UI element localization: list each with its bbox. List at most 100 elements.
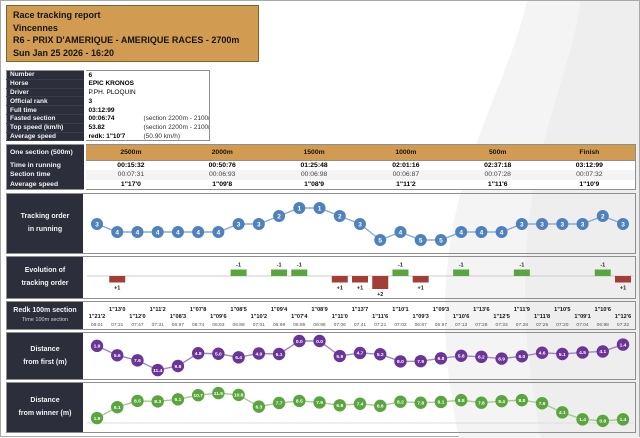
svg-text:5: 5 [439,237,443,244]
svg-text:4: 4 [115,229,119,236]
distance_from_first_m-point: 1.4 [616,338,630,351]
info-note [141,88,210,97]
svg-text:07:31: 07:31 [152,322,165,328]
distance_from_winner_m-point: 9.1 [171,393,185,406]
redk-value: 1"10'2 07:01 [251,314,267,328]
svg-text:4.5: 4.5 [579,350,586,356]
info-note [141,106,210,115]
svg-text:1"08'3: 1"08'3 [170,314,186,320]
svg-text:2: 2 [338,213,342,220]
race-datetime: Sun Jan 25 2026 - 16:20 [13,47,115,58]
tracking_order_in_running-point: 2 [333,210,346,222]
svg-text:07:28: 07:28 [475,322,488,328]
redk-value: 1"07'4 06:85 [291,314,308,328]
time-cell: 00:06:87 [359,170,452,180]
tracking_order_in_running-point: 5 [414,234,427,246]
tracking_order_in_running-point: 3 [515,218,528,230]
tracking_order_in_running-point: 2 [273,210,286,222]
evolution-bar: -1 [271,263,288,276]
svg-text:3: 3 [540,221,544,228]
redk-value: 1"11'2 07:31 [150,307,166,328]
redk-value: 1"11'0 07:06 [332,314,348,328]
svg-text:+1: +1 [337,286,343,292]
tracking_order_in_running-point: 3 [617,218,629,230]
section-header-row: One section (500m) 2500m 2000m 1500m 100… [6,144,636,161]
svg-text:07:21: 07:21 [374,322,387,328]
distance_from_winner_m-point: 10.7 [191,388,205,402]
svg-text:1"09'3: 1"09'3 [412,314,428,320]
svg-text:0.0: 0.0 [296,339,303,345]
svg-text:+1: +1 [620,286,626,292]
tracking_order_in_running-point: 3 [536,218,549,230]
column-header-1000m: 1000m [359,144,452,161]
svg-text:5: 5 [378,237,382,244]
svg-text:1"13'7: 1"13'7 [352,307,368,313]
time-cell: 00:06:93 [176,170,269,180]
svg-text:7.9: 7.9 [316,400,323,406]
time-cell: 00:06:98 [268,170,360,180]
distance_from_first_m-point: 6.0 [515,350,529,363]
svg-text:6.0: 6.0 [518,354,525,360]
evolution-bar: -1 [392,263,409,276]
race-name: R6 - PRIX D'AMERIQUE - AMERIQUE RACES - … [13,35,240,45]
svg-text:06:74: 06:74 [192,322,205,328]
info-value: 6 [88,71,93,79]
svg-text:4: 4 [217,229,221,236]
svg-text:1"10'5: 1"10'5 [554,307,570,313]
svg-text:-1: -1 [236,263,241,269]
redk-value: 1"09'1 07:04 [574,314,590,328]
distance_from_first_m-point: 4.6 [535,346,549,359]
distance_from_first_m-point: 6.4 [232,351,245,364]
info-value: 03:12:99 [88,106,115,114]
svg-text:-1: -1 [277,263,282,269]
svg-text:7.7: 7.7 [276,401,283,407]
svg-text:3: 3 [237,221,241,228]
svg-text:4: 4 [196,229,200,236]
racecourse-name: Vincennes [13,22,58,33]
distance_from_winner_m-point: 8.8 [515,393,529,407]
svg-text:8.0: 8.0 [397,359,404,365]
svg-text:07:33: 07:33 [495,322,508,328]
distance_from_winner_m-point: 1.4 [616,413,630,426]
tracking-order-label: Tracking order in running [7,194,85,253]
distance_from_winner_m-point: 6.3 [252,400,266,413]
time-cell: 02:01:16 [392,162,420,170]
horse-info-table: Number 6 Horse EPIC KRONOS Driver P.PH. … [6,70,210,142]
time-cell: 02:37:18 [484,162,512,170]
svg-text:1"13'0: 1"13'0 [109,307,125,313]
svg-text:-1: -1 [297,263,302,269]
distance_from_winner_m-point: 1.4 [576,413,589,426]
distance_from_first_m-point: 7.6 [131,354,144,367]
svg-text:0.8: 0.8 [599,419,606,425]
svg-text:3: 3 [95,221,99,228]
svg-text:1"09'4: 1"09'4 [271,307,288,313]
time-cell: 03:12:99 [575,162,603,170]
time-cell: 00:07:28 [451,170,544,180]
svg-text:8.1: 8.1 [438,400,445,406]
svg-text:4.1: 4.1 [559,410,566,416]
svg-text:+1: +1 [357,286,363,292]
svg-text:07:13: 07:13 [455,322,468,328]
svg-text:4.7: 4.7 [357,351,364,357]
section-corner-label: One section (500m) [6,144,86,161]
report-title: Race tracking report [13,10,101,20]
svg-text:-1: -1 [398,263,403,269]
info-note: (50.90 km/h) [143,132,181,140]
svg-text:6.1: 6.1 [114,405,121,411]
tracking_order_in_running-point: 4 [455,226,468,238]
svg-text:06:98: 06:98 [313,322,326,328]
svg-text:5: 5 [419,237,423,244]
svg-text:7.8: 7.8 [478,400,485,406]
svg-text:07:31: 07:31 [111,322,124,328]
svg-text:08:01: 08:01 [91,322,104,328]
svg-text:10.7: 10.7 [193,393,203,399]
info-row-horse: Horse EPIC KRONOS [6,79,210,89]
svg-text:7.9: 7.9 [417,359,424,365]
svg-text:07:01: 07:01 [253,322,266,328]
svg-text:1"12'6: 1"12'6 [615,314,631,320]
evolution-bar: +1 [412,276,429,292]
time-cell: 00:07:31 [84,170,177,180]
tracking_order_in_running-point: 2 [596,210,609,222]
svg-text:1.4: 1.4 [620,342,627,348]
info-value: 00:06:74 [88,115,115,123]
